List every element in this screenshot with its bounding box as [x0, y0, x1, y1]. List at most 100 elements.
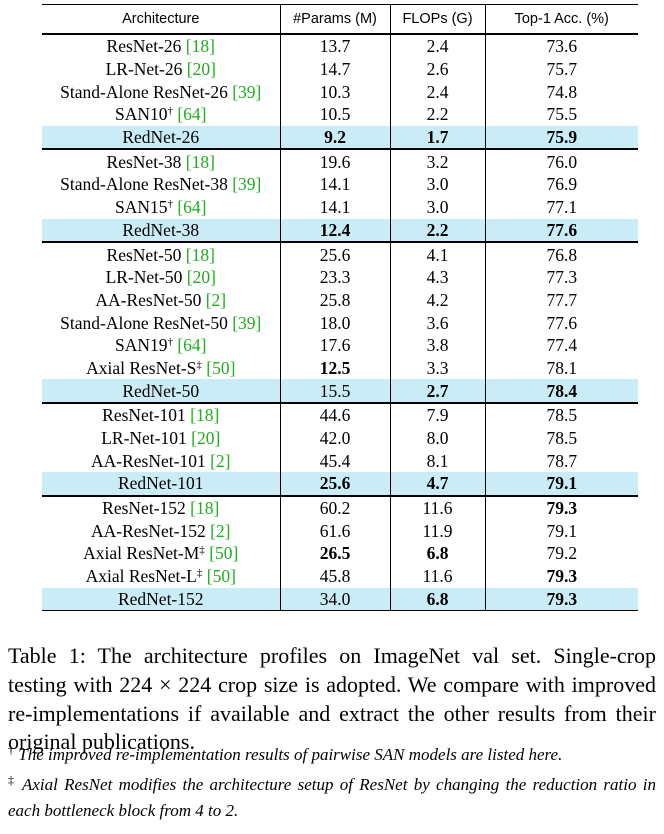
cell-flops: 3.0 [390, 173, 486, 196]
cell-params: 61.6 [280, 519, 391, 543]
model-name: SAN15 [114, 197, 168, 218]
cell-acc: 76.9 [546, 174, 578, 195]
cell-params: 44.6 [280, 402, 391, 427]
cell-architecture: ResNet-38 [18] [42, 148, 281, 174]
cell-params: 17.6 [280, 333, 391, 357]
footnote-text: The improved re-implementation results o… [14, 745, 563, 764]
cell-acc: 78.4 [485, 379, 638, 403]
cell-flops: 4.3 [390, 265, 486, 289]
citation-link[interactable]: [39] [232, 312, 262, 333]
cell-acc: 75.5 [546, 104, 578, 125]
cell-flops: 3.8 [390, 333, 486, 357]
model-name: Stand-Alone ResNet-50 [60, 312, 233, 333]
cell-architecture: RedNet-50 [42, 379, 281, 403]
cell-architecture: SAN19† [64] [42, 333, 281, 357]
cell-acc: 78.5 [485, 402, 638, 427]
footnote-double-dagger: ‡ Axial ResNet modifies the architecture… [8, 772, 656, 824]
cell-flops: 11.6 [390, 494, 486, 520]
cell-params: 25.6 [280, 241, 391, 266]
cell-flops: 4.7 [390, 472, 486, 496]
citation-link[interactable]: [20] [186, 59, 216, 80]
citation-link[interactable]: [64] [172, 335, 207, 356]
citation-link[interactable]: [2] [205, 289, 227, 310]
citation-link[interactable]: [39] [232, 81, 262, 102]
cell-architecture: LR-Net-101 [20] [42, 426, 281, 450]
cell-params: 9.2 [280, 125, 391, 150]
model-name: Stand-Alone ResNet-26 [60, 81, 233, 102]
cell-params: 13.7 [280, 33, 391, 58]
table-row: AA-ResNet-101 [2] 45.4 8.1 78.7 [42, 449, 638, 473]
citation-link[interactable]: [20] [191, 428, 221, 449]
citation-link[interactable]: [18] [190, 498, 220, 519]
citation-link[interactable]: [18] [185, 151, 215, 172]
table-row: ResNet-26 [18] 13.7 2.4 73.6 [42, 33, 638, 58]
table-caption: Table 1: The architecture profiles on Im… [8, 643, 656, 755]
cell-params: 14.1 [280, 173, 391, 196]
citation-link[interactable]: [50] [201, 357, 236, 378]
cell-acc: 75.9 [485, 125, 638, 150]
cell-params: 42.0 [280, 426, 391, 450]
cell-acc: 77.3 [546, 267, 578, 288]
footnote-mark: † [167, 336, 173, 349]
citation-link[interactable]: [50] [204, 543, 239, 564]
cell-params: 10.5 [280, 103, 391, 126]
cell-architecture: SAN15† [64] [42, 195, 281, 219]
cell-flops: 8.1 [390, 449, 486, 473]
cell-params: 14.7 [280, 57, 391, 81]
model-name: RedNet-38 [122, 219, 200, 240]
cell-acc: 78.5 [546, 428, 578, 449]
cell-acc: 74.8 [546, 81, 578, 102]
model-name: SAN19 [114, 335, 168, 356]
cell-flops: 3.3 [390, 356, 486, 380]
cell-params: 10.3 [280, 80, 391, 104]
table-row: Stand-Alone ResNet-38 [39] 14.1 3.0 76.9 [42, 173, 638, 196]
highlight-row: RedNet-152 34.0 6.8 79.3 [42, 587, 638, 612]
cell-acc: 79.3 [485, 587, 638, 612]
table-row: Axial ResNet-M‡ [50] 26.5 6.8 79.2 [42, 542, 638, 565]
citation-link[interactable]: [50] [202, 566, 236, 587]
citation-link[interactable]: [64] [172, 104, 207, 125]
model-name: ResNet-26 [106, 36, 186, 57]
model-name: RedNet-50 [122, 380, 200, 401]
cell-architecture: ResNet-152 [18] [42, 494, 281, 520]
cell-acc: 77.7 [546, 289, 578, 310]
model-name: ResNet-50 [106, 244, 186, 265]
table-row: SAN10† [64] 10.5 2.2 75.5 [42, 103, 638, 126]
model-name: ResNet-38 [106, 151, 186, 172]
table-body: ResNet-26 [18] 13.7 2.4 73.6 LR-Net-26 [20] 1… [42, 33, 638, 612]
citation-link[interactable]: [18] [185, 244, 215, 265]
results-table: Architecture #Params (M) FLOPs (G) Top-1… [42, 4, 638, 612]
table-row: Axial ResNet-S‡ [50] 12.5 3.3 78.1 [42, 356, 638, 380]
model-name: RedNet-101 [117, 473, 204, 494]
cell-params: 19.6 [280, 148, 391, 174]
cell-acc: 78.1 [546, 357, 578, 378]
citation-link[interactable]: [2] [210, 520, 231, 541]
cell-flops: 1.7 [390, 125, 486, 150]
cell-params: 23.3 [280, 265, 391, 289]
citation-link[interactable]: [39] [232, 174, 262, 195]
table-row: ResNet-152 [18] 60.2 11.6 79.3 [42, 494, 638, 520]
citation-link[interactable]: [20] [186, 267, 216, 288]
cell-flops: 6.8 [390, 542, 486, 565]
header-architecture: Architecture [42, 4, 281, 35]
highlight-row: RedNet-101 25.6 4.7 79.1 [42, 472, 638, 496]
table-row: ResNet-101 [18] 44.6 7.9 78.5 [42, 402, 638, 427]
cell-params: 12.5 [280, 356, 391, 380]
cell-acc: 79.1 [485, 472, 638, 496]
citation-link[interactable]: [64] [172, 197, 207, 218]
cell-params: 45.4 [280, 449, 391, 473]
citation-link[interactable]: [18] [185, 36, 215, 57]
cell-architecture: RedNet-26 [42, 125, 281, 150]
cell-flops: 8.0 [390, 426, 486, 450]
cell-architecture: Stand-Alone ResNet-38 [39] [42, 173, 281, 196]
citation-link[interactable]: [2] [210, 450, 231, 471]
cell-flops: 4.1 [390, 241, 486, 266]
model-name: AA-ResNet-152 [91, 520, 211, 541]
footnote-mark: ‡ [196, 567, 203, 580]
cell-acc: 79.3 [546, 566, 578, 587]
citation-link[interactable]: [18] [190, 405, 220, 426]
cell-flops: 2.6 [390, 57, 486, 81]
model-name: LR-Net-101 [101, 428, 192, 449]
model-name: SAN10 [114, 104, 168, 125]
cell-architecture: RedNet-101 [42, 472, 281, 496]
